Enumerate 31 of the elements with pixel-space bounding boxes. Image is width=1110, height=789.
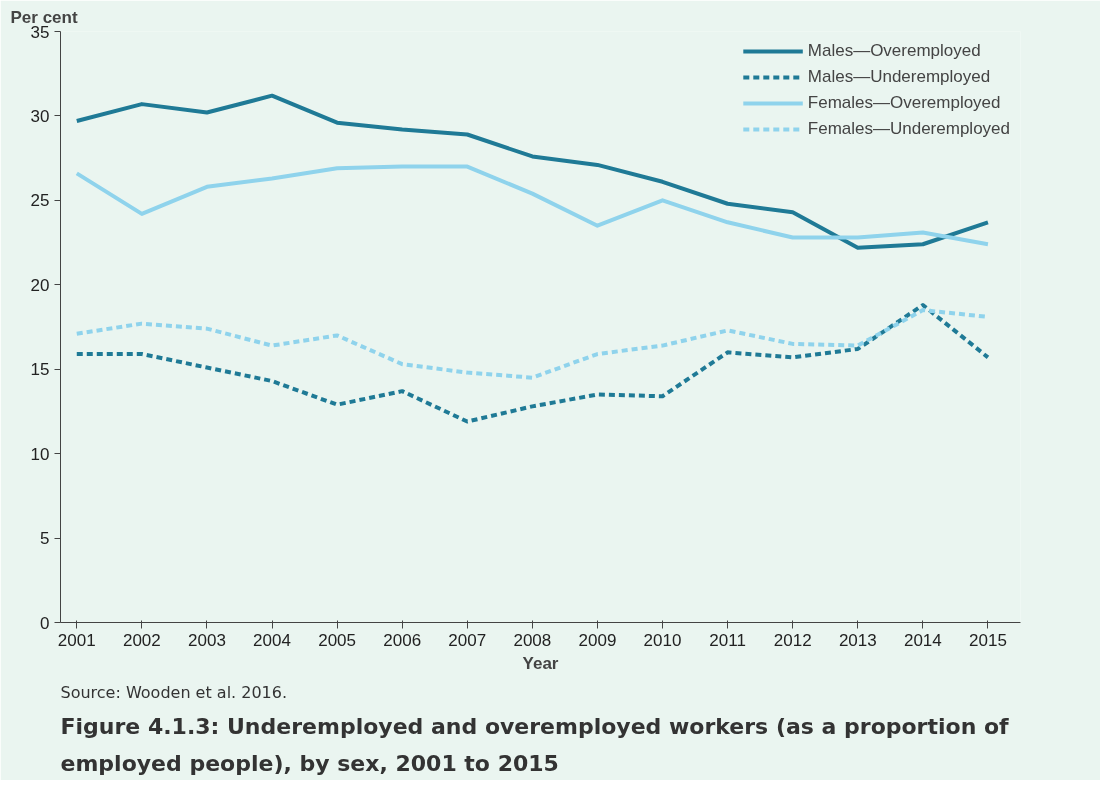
legend-label: Females—Overemployed <box>807 93 1001 113</box>
x-tick-label: 2001 <box>57 630 96 650</box>
x-tick-label: 2009 <box>578 630 617 650</box>
x-tick-label: 2004 <box>253 630 291 650</box>
x-tick-label: 2005 <box>318 630 357 650</box>
x-tick-label: 2002 <box>122 630 161 650</box>
x-tick-label: 2010 <box>643 630 682 650</box>
line-series <box>74 303 990 424</box>
y-tick-label: 10 <box>30 444 50 464</box>
x-axis-title: Year <box>522 653 559 673</box>
x-tick-label: 2006 <box>383 630 422 650</box>
line-series <box>74 164 990 247</box>
x-tick-label: 2011 <box>709 630 746 650</box>
x-tick-label: 2012 <box>773 630 812 650</box>
y-tick-label: 0 <box>40 613 50 633</box>
y-tick-label: 15 <box>30 360 50 380</box>
y-tick-label: 25 <box>30 191 50 211</box>
x-tick-label: 2013 <box>838 630 877 650</box>
legend-label: Males—Overemployed <box>807 41 981 61</box>
text: Figure 4.1.3: Underemployed and overemployed workers (as a proportion of employed people), by sex, 2001 to 2015 <box>60 713 1010 776</box>
x-tick-label: 2014 <box>903 630 942 650</box>
y-tick-label: 5 <box>40 529 50 549</box>
x-tick-label: 2015 <box>969 630 1007 650</box>
legend-label: Males—Underemployed <box>807 67 991 87</box>
y-tick-label: 30 <box>30 106 50 126</box>
x-tick-label: 2003 <box>188 630 226 650</box>
source-note: Source: Wooden et al. 2016. <box>60 682 288 702</box>
x-tick-label: 2008 <box>513 630 552 650</box>
x-tick-label: 2007 <box>448 630 487 650</box>
legend-label: Females—Underemployed <box>807 119 1010 139</box>
y-tick-label: 20 <box>30 275 50 295</box>
